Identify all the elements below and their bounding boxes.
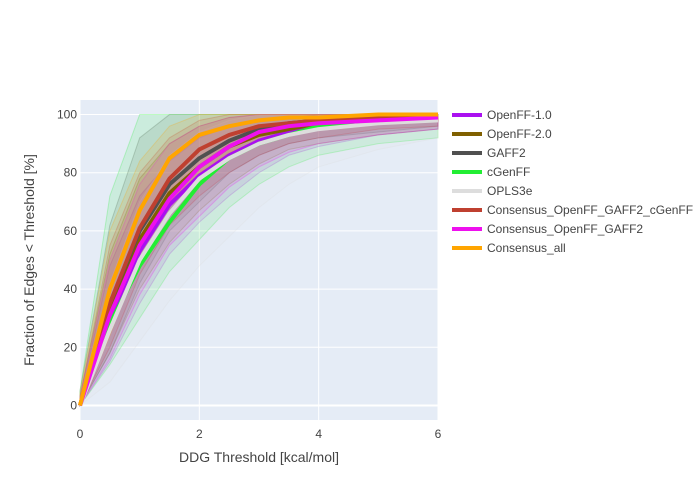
x-tick-label: 6 xyxy=(435,427,442,441)
y-tick-label: 60 xyxy=(64,224,78,238)
x-tick-label: 2 xyxy=(196,427,203,441)
y-tick-label: 20 xyxy=(64,340,78,354)
series-line xyxy=(78,115,438,407)
x-tick-label: 0 xyxy=(77,427,84,441)
x-axis-title: DDG Threshold [kcal/mol] xyxy=(179,449,339,465)
y-tick-label: 80 xyxy=(64,166,78,180)
legend-label: Consensus_OpenFF_GAFF2 xyxy=(487,222,643,236)
legend-label: cGenFF xyxy=(487,165,530,179)
legend-item[interactable]: cGenFF xyxy=(452,165,530,179)
legend-item[interactable]: OpenFF-2.0 xyxy=(452,127,552,141)
y-axis-title: Fraction of Edges < Threshold [%] xyxy=(21,154,37,366)
x-tick-label: 4 xyxy=(315,427,322,441)
legend-label: OPLS3e xyxy=(487,184,533,198)
legend-item[interactable]: GAFF2 xyxy=(452,146,526,160)
series-line xyxy=(78,112,438,406)
legend-item[interactable]: Consensus_OpenFF_GAFF2 xyxy=(452,222,643,236)
legend-label: GAFF2 xyxy=(487,146,526,160)
y-tick-label: 40 xyxy=(64,282,78,296)
legend-label: Consensus_OpenFF_GAFF2_cGenFF xyxy=(487,203,693,217)
legend-item[interactable]: OPLS3e xyxy=(452,184,533,198)
y-tick-label: 100 xyxy=(57,108,77,122)
y-tick-label: 0 xyxy=(70,398,77,412)
legend-item[interactable]: Consensus_OpenFF_GAFF2_cGenFF xyxy=(452,203,693,217)
legend-label: OpenFF-2.0 xyxy=(487,127,552,141)
series-line xyxy=(78,118,439,407)
series-line xyxy=(78,115,439,407)
legend-item[interactable]: OpenFF-1.0 xyxy=(452,108,552,122)
legend-label: OpenFF-1.0 xyxy=(487,108,552,122)
legend: OpenFF-1.0 OpenFF-2.0 GAFF2 cGenFF OPLS3e Con… xyxy=(452,108,693,255)
series-lines xyxy=(78,112,439,407)
legend-item[interactable]: Consensus_all xyxy=(452,241,566,255)
legend-label: Consensus_all xyxy=(487,241,566,255)
